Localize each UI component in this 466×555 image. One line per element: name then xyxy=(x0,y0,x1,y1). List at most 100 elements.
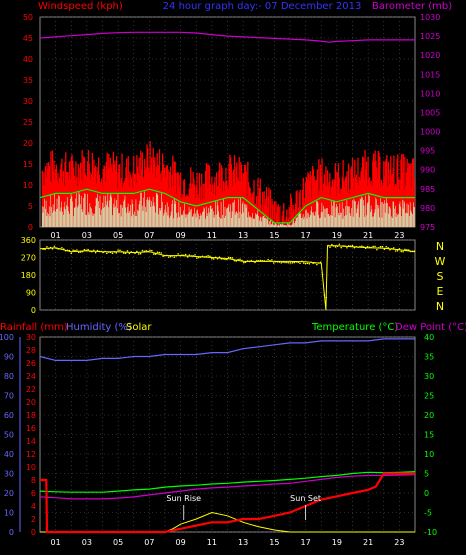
wind-direction-point xyxy=(323,294,326,296)
compass-label: W xyxy=(435,255,446,268)
rainfall-tick-label: 0 xyxy=(31,528,36,537)
temperature-tick-label: 10 xyxy=(424,450,434,459)
wind-direction-point xyxy=(94,251,97,254)
wind-direction-point xyxy=(137,253,140,255)
wind-direction-point xyxy=(400,250,403,253)
wind-direction-point xyxy=(207,255,209,257)
wind-direction-point xyxy=(306,262,309,265)
wind-direction-point xyxy=(134,252,136,254)
hour-tick-label: 11 xyxy=(207,231,217,240)
wind-direction-point xyxy=(72,249,74,251)
wind-direction-point xyxy=(265,260,268,263)
rainfall-tick-label: 8 xyxy=(31,476,36,485)
wind-direction-point xyxy=(109,251,112,254)
wind-direction-point xyxy=(104,250,106,253)
humidity-tick-label: 80 xyxy=(4,372,14,381)
barometer-tick-label: 1005 xyxy=(420,108,440,117)
compass-label: S xyxy=(437,270,444,283)
wind-direction-point xyxy=(188,254,191,256)
wind-direction-point xyxy=(186,256,189,258)
wind-direction-point xyxy=(332,245,335,247)
humidity-tick-label: 70 xyxy=(4,392,14,401)
wind-direction-point xyxy=(257,259,260,262)
hour-tick-label: 19 xyxy=(332,538,342,547)
rainfall-tick-label: 16 xyxy=(26,424,36,433)
wind-direction-line xyxy=(39,245,416,311)
wind-direction-point xyxy=(319,261,322,264)
rainfall-tick-label: 22 xyxy=(26,385,36,394)
wind-direction-point xyxy=(106,252,108,255)
rainfall-tick-label: 26 xyxy=(26,359,36,368)
wind-direction-point xyxy=(166,254,168,257)
wind-direction-point xyxy=(77,251,80,254)
wind-direction-point xyxy=(381,245,384,248)
wind-direction-point xyxy=(391,247,393,250)
wind-direction-point xyxy=(289,262,292,264)
wind-direction-point xyxy=(327,244,329,247)
rainfall-tick-label: 24 xyxy=(26,372,36,381)
wind-direction-point xyxy=(177,253,179,255)
hour-tick-label: 03 xyxy=(82,538,92,547)
wind-direction-point xyxy=(164,254,166,257)
temperature-tick-label: 0 xyxy=(424,489,429,498)
wind-direction-point xyxy=(364,247,367,250)
wind-direction-point xyxy=(184,253,187,256)
wind-direction-point xyxy=(392,247,395,249)
windspeed-tick-label: 10 xyxy=(23,181,33,190)
wind-direction-point xyxy=(368,246,371,249)
temperature-tick-label: 35 xyxy=(424,353,434,362)
solar-label: Solar xyxy=(126,322,152,333)
wind-direction-point xyxy=(143,250,146,253)
temperature-tick-label: 40 xyxy=(424,333,434,342)
wind-direction-point xyxy=(47,247,50,250)
wind-direction-point xyxy=(302,262,305,264)
wind-direction-point xyxy=(246,260,249,262)
rainfall-tick-label: 20 xyxy=(26,398,36,407)
wind-direction-point xyxy=(70,252,73,255)
wind-direction-point xyxy=(370,246,373,249)
rainfall-label: Rainfall (mm) xyxy=(0,322,68,333)
wind-direction-point xyxy=(235,260,238,262)
hour-tick-label: 21 xyxy=(363,538,373,547)
wind-direction-point xyxy=(136,250,138,253)
wind-direction-point xyxy=(372,245,374,248)
wind-direction-point xyxy=(196,257,198,259)
wind-direction-point xyxy=(49,246,52,249)
wind-direction-point xyxy=(167,256,170,258)
humidity-tick-label: 90 xyxy=(4,353,14,362)
wind-direction-point xyxy=(385,245,388,248)
wind-direction-point xyxy=(402,250,404,253)
wind-direction-point xyxy=(79,251,82,253)
wind-direction-point xyxy=(261,259,264,262)
wind-direction-point xyxy=(321,273,324,276)
wind-direction-point xyxy=(297,261,299,264)
wind-direction-point xyxy=(383,248,386,251)
wind-direction-point xyxy=(329,246,331,249)
sun-annotation-label: Sun Rise xyxy=(166,494,201,503)
windspeed-tick-label: 25 xyxy=(23,118,33,127)
wind-direction-point xyxy=(182,254,185,257)
wind-direction-point xyxy=(145,250,148,252)
wind-direction-point xyxy=(190,255,193,257)
solar-line xyxy=(40,511,415,533)
wind-direction-point xyxy=(314,262,316,264)
wind-direction-point xyxy=(308,263,311,265)
rainfall-tick-label: 10 xyxy=(26,463,36,472)
wind-direction-point xyxy=(387,247,389,249)
windspeed-tick-label: 50 xyxy=(23,13,33,22)
wind-direction-point xyxy=(76,249,78,251)
hour-tick-label: 23 xyxy=(394,538,404,547)
hour-tick-label: 21 xyxy=(363,231,373,240)
hour-tick-label: 09 xyxy=(176,538,186,547)
wind-direction-point xyxy=(361,245,363,248)
windspeed-tick-label: 30 xyxy=(23,97,33,106)
temperature-tick-label: 30 xyxy=(424,372,434,381)
wind-direction-point xyxy=(409,250,412,253)
humidity-tick-label: 100 xyxy=(0,333,14,342)
wind-direction-point xyxy=(340,246,343,249)
wind-direction-point xyxy=(197,256,200,259)
wind-direction-point xyxy=(394,250,397,252)
temperature-tick-label: 25 xyxy=(424,392,434,401)
wind-direction-point xyxy=(325,296,328,299)
